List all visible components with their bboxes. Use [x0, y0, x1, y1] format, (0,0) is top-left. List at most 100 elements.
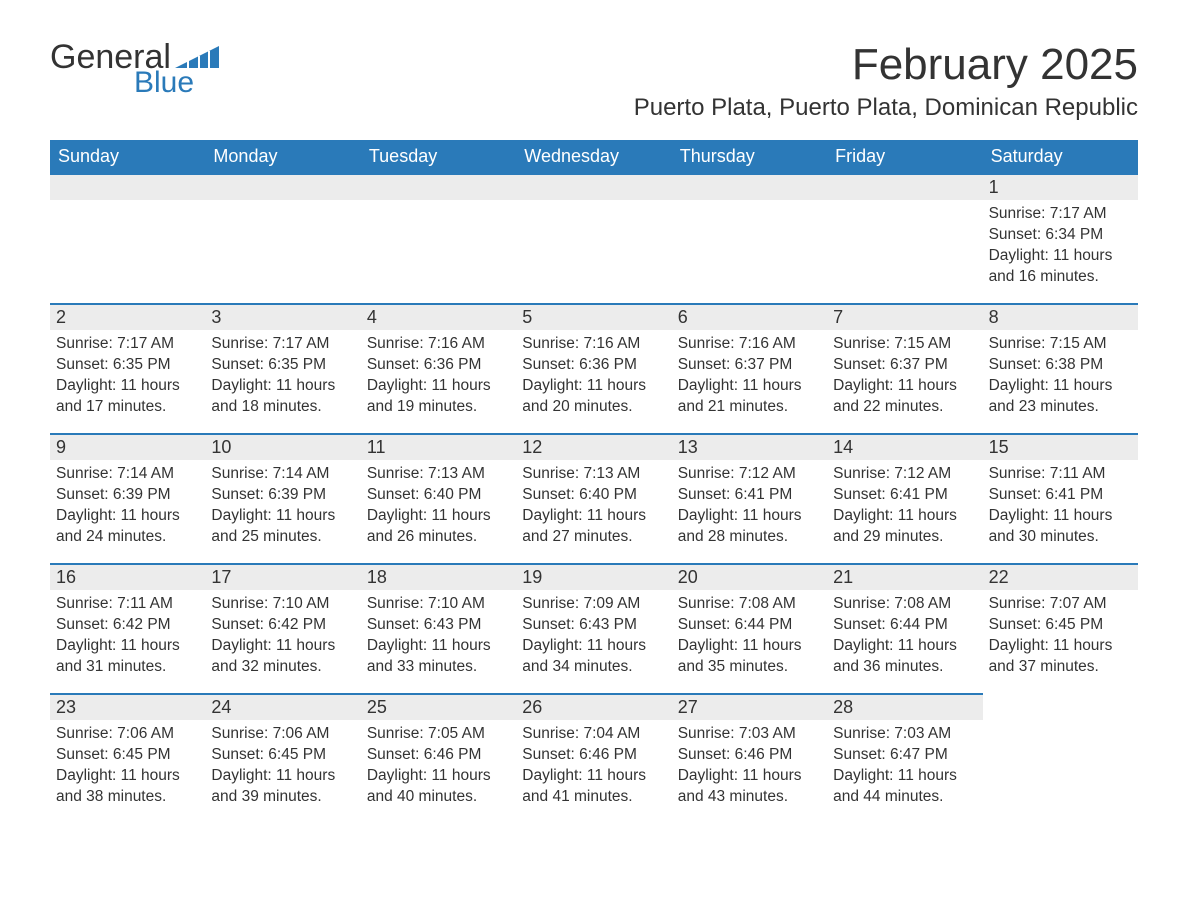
day-number [50, 173, 205, 200]
daylight-line: Daylight: 11 hours [989, 636, 1132, 657]
day-number [205, 173, 360, 200]
daylight-line: Daylight: 11 hours [678, 506, 821, 527]
day-cell: 1Sunrise: 7:17 AMSunset: 6:34 PMDaylight… [983, 173, 1138, 303]
day-body: Sunrise: 7:10 AMSunset: 6:42 PMDaylight:… [205, 590, 360, 690]
sunset-line: Sunset: 6:35 PM [211, 355, 354, 376]
daylight-line-2: and 33 minutes. [367, 657, 510, 678]
day-body: Sunrise: 7:14 AMSunset: 6:39 PMDaylight:… [205, 460, 360, 560]
sunrise-line: Sunrise: 7:16 AM [367, 334, 510, 355]
daylight-line-2: and 25 minutes. [211, 527, 354, 548]
day-number: 3 [205, 303, 360, 330]
day-cell [205, 173, 360, 303]
sunset-line: Sunset: 6:42 PM [56, 615, 199, 636]
sunrise-line: Sunrise: 7:10 AM [211, 594, 354, 615]
day-body: Sunrise: 7:05 AMSunset: 6:46 PMDaylight:… [361, 720, 516, 820]
daylight-line-2: and 19 minutes. [367, 397, 510, 418]
week-row: 16Sunrise: 7:11 AMSunset: 6:42 PMDayligh… [50, 563, 1138, 693]
daylight-line: Daylight: 11 hours [989, 506, 1132, 527]
day-number [361, 173, 516, 200]
day-cell: 6Sunrise: 7:16 AMSunset: 6:37 PMDaylight… [672, 303, 827, 433]
daylight-line-2: and 37 minutes. [989, 657, 1132, 678]
logo: General Blue [50, 40, 219, 98]
daylight-line: Daylight: 11 hours [833, 636, 976, 657]
weeks-container: 1Sunrise: 7:17 AMSunset: 6:34 PMDaylight… [50, 173, 1138, 823]
day-number: 25 [361, 693, 516, 720]
sunrise-line: Sunrise: 7:08 AM [833, 594, 976, 615]
day-number: 19 [516, 563, 671, 590]
day-cell: 9Sunrise: 7:14 AMSunset: 6:39 PMDaylight… [50, 433, 205, 563]
sunrise-line: Sunrise: 7:04 AM [522, 724, 665, 745]
sunrise-line: Sunrise: 7:06 AM [211, 724, 354, 745]
daylight-line-2: and 31 minutes. [56, 657, 199, 678]
weekday-header: Thursday [672, 140, 827, 173]
sunset-line: Sunset: 6:34 PM [989, 225, 1132, 246]
daylight-line-2: and 38 minutes. [56, 787, 199, 808]
day-body [516, 200, 671, 216]
sunset-line: Sunset: 6:44 PM [833, 615, 976, 636]
day-body: Sunrise: 7:16 AMSunset: 6:36 PMDaylight:… [516, 330, 671, 430]
sunset-line: Sunset: 6:45 PM [989, 615, 1132, 636]
day-cell [983, 693, 1138, 823]
day-body: Sunrise: 7:12 AMSunset: 6:41 PMDaylight:… [672, 460, 827, 560]
day-number: 15 [983, 433, 1138, 460]
sunrise-line: Sunrise: 7:12 AM [678, 464, 821, 485]
daylight-line: Daylight: 11 hours [833, 376, 976, 397]
day-body: Sunrise: 7:11 AMSunset: 6:42 PMDaylight:… [50, 590, 205, 690]
sunrise-line: Sunrise: 7:15 AM [833, 334, 976, 355]
day-body: Sunrise: 7:04 AMSunset: 6:46 PMDaylight:… [516, 720, 671, 820]
daylight-line-2: and 40 minutes. [367, 787, 510, 808]
day-number: 1 [983, 173, 1138, 200]
day-body: Sunrise: 7:10 AMSunset: 6:43 PMDaylight:… [361, 590, 516, 690]
sunrise-line: Sunrise: 7:06 AM [56, 724, 199, 745]
daylight-line: Daylight: 11 hours [522, 636, 665, 657]
day-body [361, 200, 516, 216]
daylight-line: Daylight: 11 hours [367, 766, 510, 787]
day-body: Sunrise: 7:08 AMSunset: 6:44 PMDaylight:… [827, 590, 982, 690]
sunrise-line: Sunrise: 7:05 AM [367, 724, 510, 745]
sunset-line: Sunset: 6:43 PM [522, 615, 665, 636]
daylight-line: Daylight: 11 hours [211, 376, 354, 397]
sunset-line: Sunset: 6:40 PM [522, 485, 665, 506]
sunrise-line: Sunrise: 7:14 AM [56, 464, 199, 485]
day-body: Sunrise: 7:07 AMSunset: 6:45 PMDaylight:… [983, 590, 1138, 690]
sunset-line: Sunset: 6:38 PM [989, 355, 1132, 376]
daylight-line: Daylight: 11 hours [211, 636, 354, 657]
day-number: 7 [827, 303, 982, 330]
day-number: 26 [516, 693, 671, 720]
sunrise-line: Sunrise: 7:13 AM [522, 464, 665, 485]
day-body: Sunrise: 7:17 AMSunset: 6:35 PMDaylight:… [205, 330, 360, 430]
day-body: Sunrise: 7:13 AMSunset: 6:40 PMDaylight:… [516, 460, 671, 560]
sunset-line: Sunset: 6:41 PM [833, 485, 976, 506]
day-body: Sunrise: 7:03 AMSunset: 6:47 PMDaylight:… [827, 720, 982, 820]
day-number: 4 [361, 303, 516, 330]
day-body: Sunrise: 7:17 AMSunset: 6:34 PMDaylight:… [983, 200, 1138, 300]
day-number: 27 [672, 693, 827, 720]
day-cell [672, 173, 827, 303]
day-cell: 22Sunrise: 7:07 AMSunset: 6:45 PMDayligh… [983, 563, 1138, 693]
daylight-line-2: and 32 minutes. [211, 657, 354, 678]
daylight-line-2: and 36 minutes. [833, 657, 976, 678]
daylight-line: Daylight: 11 hours [678, 376, 821, 397]
day-number: 10 [205, 433, 360, 460]
sunrise-line: Sunrise: 7:10 AM [367, 594, 510, 615]
sunrise-line: Sunrise: 7:17 AM [56, 334, 199, 355]
weekday-header: Wednesday [516, 140, 671, 173]
sunrise-line: Sunrise: 7:07 AM [989, 594, 1132, 615]
day-cell: 20Sunrise: 7:08 AMSunset: 6:44 PMDayligh… [672, 563, 827, 693]
logo-text-blue: Blue [134, 68, 219, 98]
sunrise-line: Sunrise: 7:17 AM [989, 204, 1132, 225]
day-number: 6 [672, 303, 827, 330]
sunrise-line: Sunrise: 7:03 AM [678, 724, 821, 745]
day-cell: 18Sunrise: 7:10 AMSunset: 6:43 PMDayligh… [361, 563, 516, 693]
day-body [827, 200, 982, 216]
sunrise-line: Sunrise: 7:11 AM [56, 594, 199, 615]
daylight-line-2: and 18 minutes. [211, 397, 354, 418]
day-number [516, 173, 671, 200]
day-body: Sunrise: 7:06 AMSunset: 6:45 PMDaylight:… [50, 720, 205, 820]
day-cell: 8Sunrise: 7:15 AMSunset: 6:38 PMDaylight… [983, 303, 1138, 433]
sunset-line: Sunset: 6:47 PM [833, 745, 976, 766]
day-number: 12 [516, 433, 671, 460]
day-cell: 10Sunrise: 7:14 AMSunset: 6:39 PMDayligh… [205, 433, 360, 563]
daylight-line-2: and 43 minutes. [678, 787, 821, 808]
sunset-line: Sunset: 6:37 PM [678, 355, 821, 376]
